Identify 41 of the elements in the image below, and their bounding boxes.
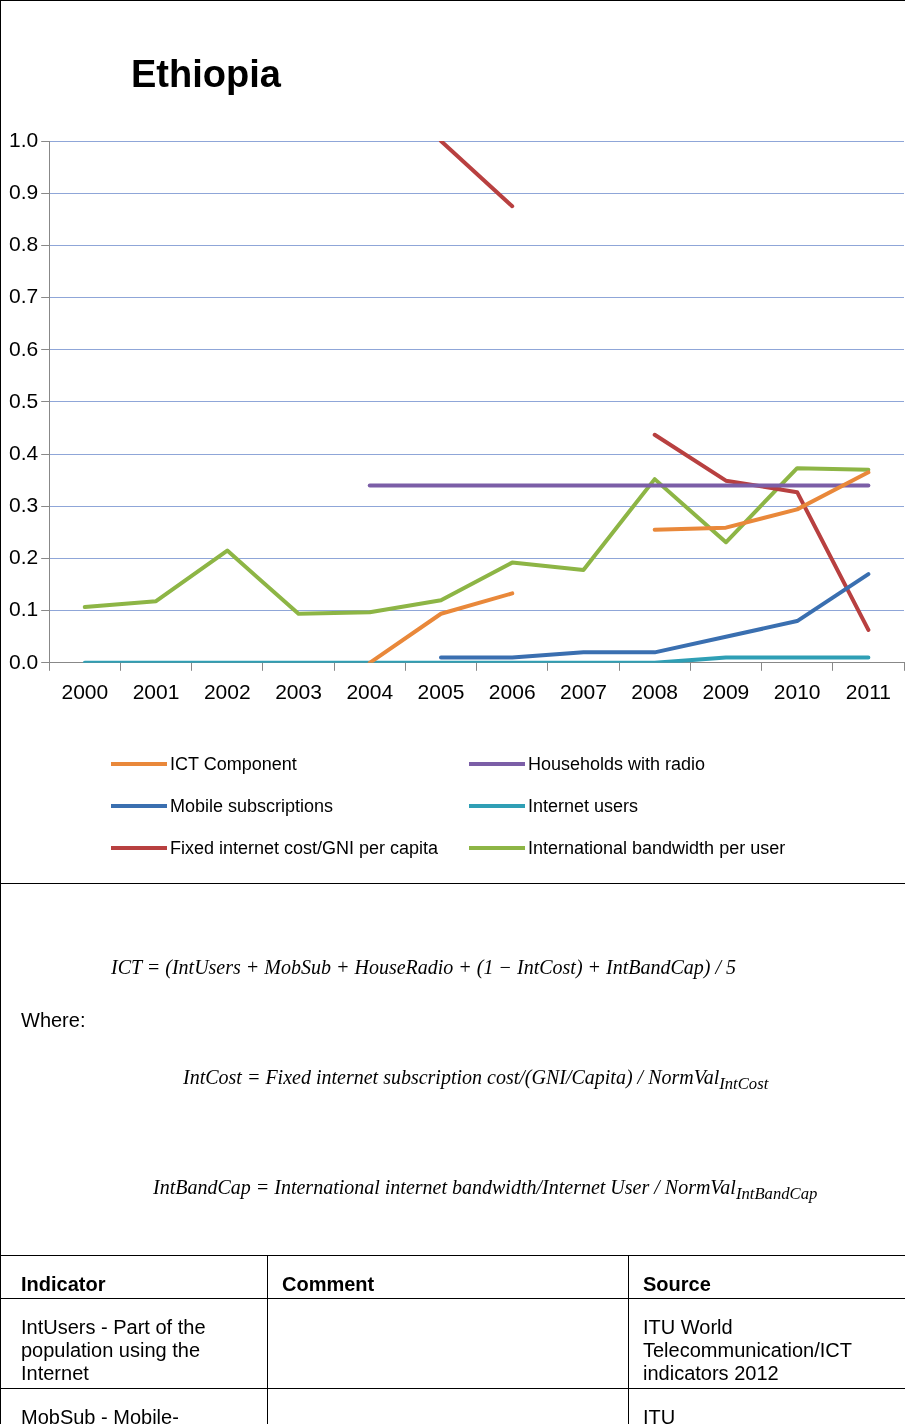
x-tick-label: 2003 xyxy=(275,680,322,704)
text: ICT = (IntUsers + MobSub + HouseRadio + (1 − IntCost) + IntBandCap) / 5 xyxy=(111,956,737,979)
y-tick-label: 0.1 xyxy=(8,597,39,621)
text: Source xyxy=(643,1273,711,1296)
y-tick-label: 0.9 xyxy=(8,179,39,203)
legend-label: Internet users xyxy=(528,795,639,817)
legend-label: ICT Component xyxy=(170,753,297,775)
x-tick-label: 2007 xyxy=(560,680,607,704)
y-tick-label: 0.4 xyxy=(8,440,39,464)
text: Indicator xyxy=(21,1273,106,1296)
legend-label: International bandwidth per user xyxy=(528,837,786,859)
chart-title: Ethiopia xyxy=(131,53,281,96)
text: ITU World Telecommunication/ICT indicators 2012 xyxy=(643,1316,853,1385)
text: IntUsers - Part of the population using the Internet xyxy=(21,1316,207,1385)
legend-label: Mobile subscriptions xyxy=(170,795,334,817)
text: IntCost = Fixed internet subscription cost/(GNI/Capita) / NormVal$_{IntCost}$ xyxy=(183,1066,769,1094)
x-tick-label: 2009 xyxy=(702,680,750,704)
x-tick-label: 2010 xyxy=(773,680,821,704)
y-tick-label: 0.3 xyxy=(8,493,39,517)
y-tick-label: 0.2 xyxy=(8,545,39,569)
x-tick-label: 2004 xyxy=(346,680,394,704)
x-tick-label: 2005 xyxy=(417,680,465,704)
text: ITU xyxy=(643,1406,677,1424)
y-tick-label: 1.0 xyxy=(8,127,39,151)
legend-label: Fixed internet cost/GNI per capita xyxy=(170,837,439,859)
x-tick-label: 2008 xyxy=(631,680,679,704)
y-tick-label: 0.0 xyxy=(8,649,39,673)
text: Comment xyxy=(282,1273,375,1296)
text: Where: xyxy=(21,1009,86,1032)
x-tick-label: 2011 xyxy=(845,680,891,704)
x-tick-label: 2001 xyxy=(132,680,180,704)
y-tick-label: 0.8 xyxy=(8,232,39,256)
y-tick-label: 0.6 xyxy=(8,336,39,360)
legend-label: Households with radio xyxy=(528,753,706,775)
text: IntBandCap = International internet bandwidth/Internet User / NormVal$_{IntBandCap}$ xyxy=(153,1176,818,1204)
text: MobSub - Mobile- xyxy=(21,1406,180,1424)
x-tick-label: 2006 xyxy=(488,680,536,704)
y-tick-label: 0.7 xyxy=(8,284,39,308)
x-tick-label: 2002 xyxy=(203,680,251,704)
y-tick-label: 0.5 xyxy=(8,388,39,412)
x-tick-label: 2000 xyxy=(61,680,109,704)
